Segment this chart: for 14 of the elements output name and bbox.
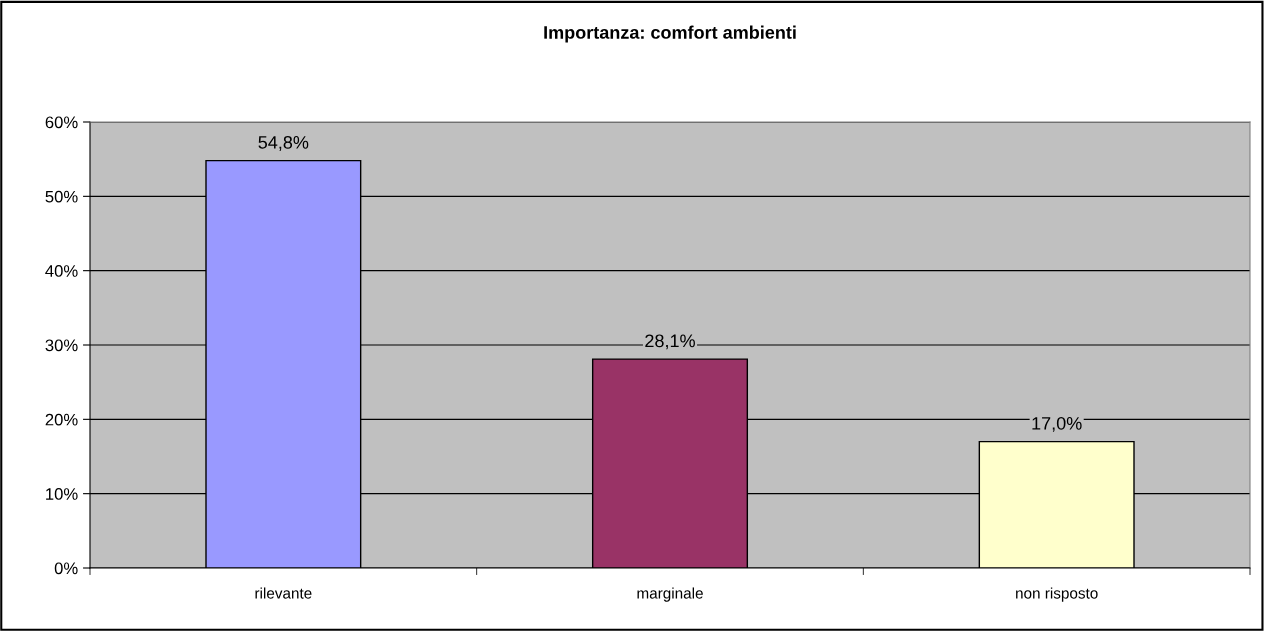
- y-tick-label: 0%: [54, 562, 78, 575]
- y-tick-label: 60%: [45, 116, 78, 129]
- chart-title: Importanza: comfort ambienti: [544, 25, 796, 43]
- y-tick-label: 50%: [45, 190, 78, 203]
- x-tick-label: marginale: [637, 587, 703, 602]
- y-tick-label: 30%: [45, 339, 78, 352]
- data-label: 28,1%: [645, 334, 695, 350]
- y-tick-label: 10%: [46, 488, 78, 500]
- data-label: 17,0%: [1032, 416, 1082, 432]
- data-label: 54,8%: [258, 135, 309, 151]
- y-tick-label: 40%: [45, 265, 78, 277]
- x-tick-label: non risposto: [1016, 587, 1098, 602]
- x-tick-label: rilevante: [255, 587, 312, 599]
- y-tick-label: 20%: [45, 413, 78, 426]
